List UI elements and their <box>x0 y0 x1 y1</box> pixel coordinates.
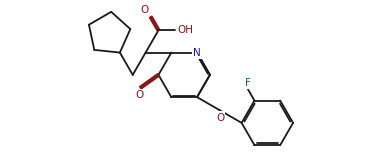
Text: O: O <box>216 113 224 123</box>
Text: N: N <box>193 48 201 58</box>
Text: O: O <box>136 90 144 100</box>
Text: F: F <box>245 78 251 88</box>
Text: O: O <box>141 5 149 15</box>
Text: OH: OH <box>177 25 193 35</box>
